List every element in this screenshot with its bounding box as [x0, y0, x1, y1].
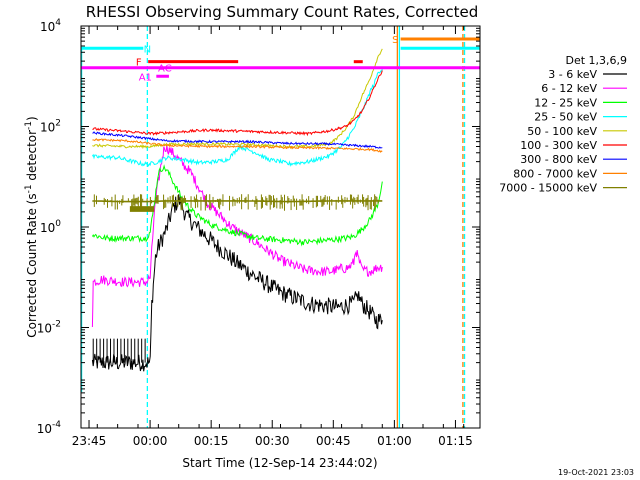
y-tick-label-0: 10-4 [37, 420, 62, 436]
state-label-f: F [136, 58, 142, 69]
x-tick-label-6: 01:15 [438, 434, 473, 448]
legend-label-25-50-kev: 25 - 50 keV [534, 111, 597, 124]
y-tick-label-1: 10-2 [37, 320, 61, 336]
state-label-ac: AC [158, 64, 172, 75]
legend-label-50-100-kev: 50 - 100 keV [527, 125, 597, 138]
legend-title: Det 1,3,6,9 [565, 54, 627, 67]
state-label-a1: A1 [139, 72, 152, 83]
state-bars: NF S AC A1 [81, 35, 480, 83]
axis-ticks: 23:45 00:00 00:15 00:30 00:45 01:00 01:15 10-4 1… [37, 18, 480, 448]
chart-title: RHESSI Observing Summary Count Rates, Co… [86, 3, 479, 21]
x-tick-label-3: 00:30 [255, 434, 290, 448]
series-line-800-7000-kev [92, 138, 383, 154]
x-axis-label: Start Time (12-Sep-14 23:44:02) [182, 456, 377, 470]
x-tick-label-4: 00:45 [316, 434, 351, 448]
legend-label-12-25-kev: 12 - 25 keV [534, 96, 597, 109]
y-tick-label-3: 102 [40, 119, 61, 135]
series-lines [91, 48, 383, 372]
series-line-25-50-kev [91, 68, 383, 167]
series-block-7000-15000-kev [129, 206, 155, 212]
x-tick-label-1: 00:00 [133, 434, 168, 448]
series-line-300-800-kev [92, 131, 383, 149]
y-axis-label: Corrected Count Rate (s-1 detector-1) [24, 116, 39, 337]
state-label-s: S [392, 35, 398, 46]
state-label-n: N [144, 44, 151, 55]
series-line-3-6-kev [91, 194, 383, 372]
series-line-50-100-kev [92, 48, 383, 150]
time-markers [80, 26, 466, 428]
series-line-100-300-kev [92, 70, 383, 137]
legend-label-7000-15000-kev: 7000 - 15000 keV [499, 182, 597, 195]
timestamp: 19-Oct-2021 23:03 [558, 468, 634, 477]
legend-label-6-12-kev: 6 - 12 keV [541, 82, 597, 95]
legend-label-100-300-kev: 100 - 300 keV [520, 139, 597, 152]
x-tick-label-0: 23:45 [72, 434, 107, 448]
legend-label-800-7000-kev: 800 - 7000 keV [513, 167, 597, 180]
legend-label-3-6-kev: 3 - 6 keV [548, 68, 597, 81]
series-line-6-12-kev [91, 144, 383, 328]
series-line-12-25-kev [91, 164, 383, 247]
x-tick-label-5: 01:00 [377, 434, 412, 448]
legend-label-300-800-kev: 300 - 800 keV [520, 153, 597, 166]
x-tick-label-2: 00:15 [194, 434, 229, 448]
y-tick-label-2: 100 [40, 219, 61, 235]
y-tick-label-4: 104 [40, 18, 61, 34]
